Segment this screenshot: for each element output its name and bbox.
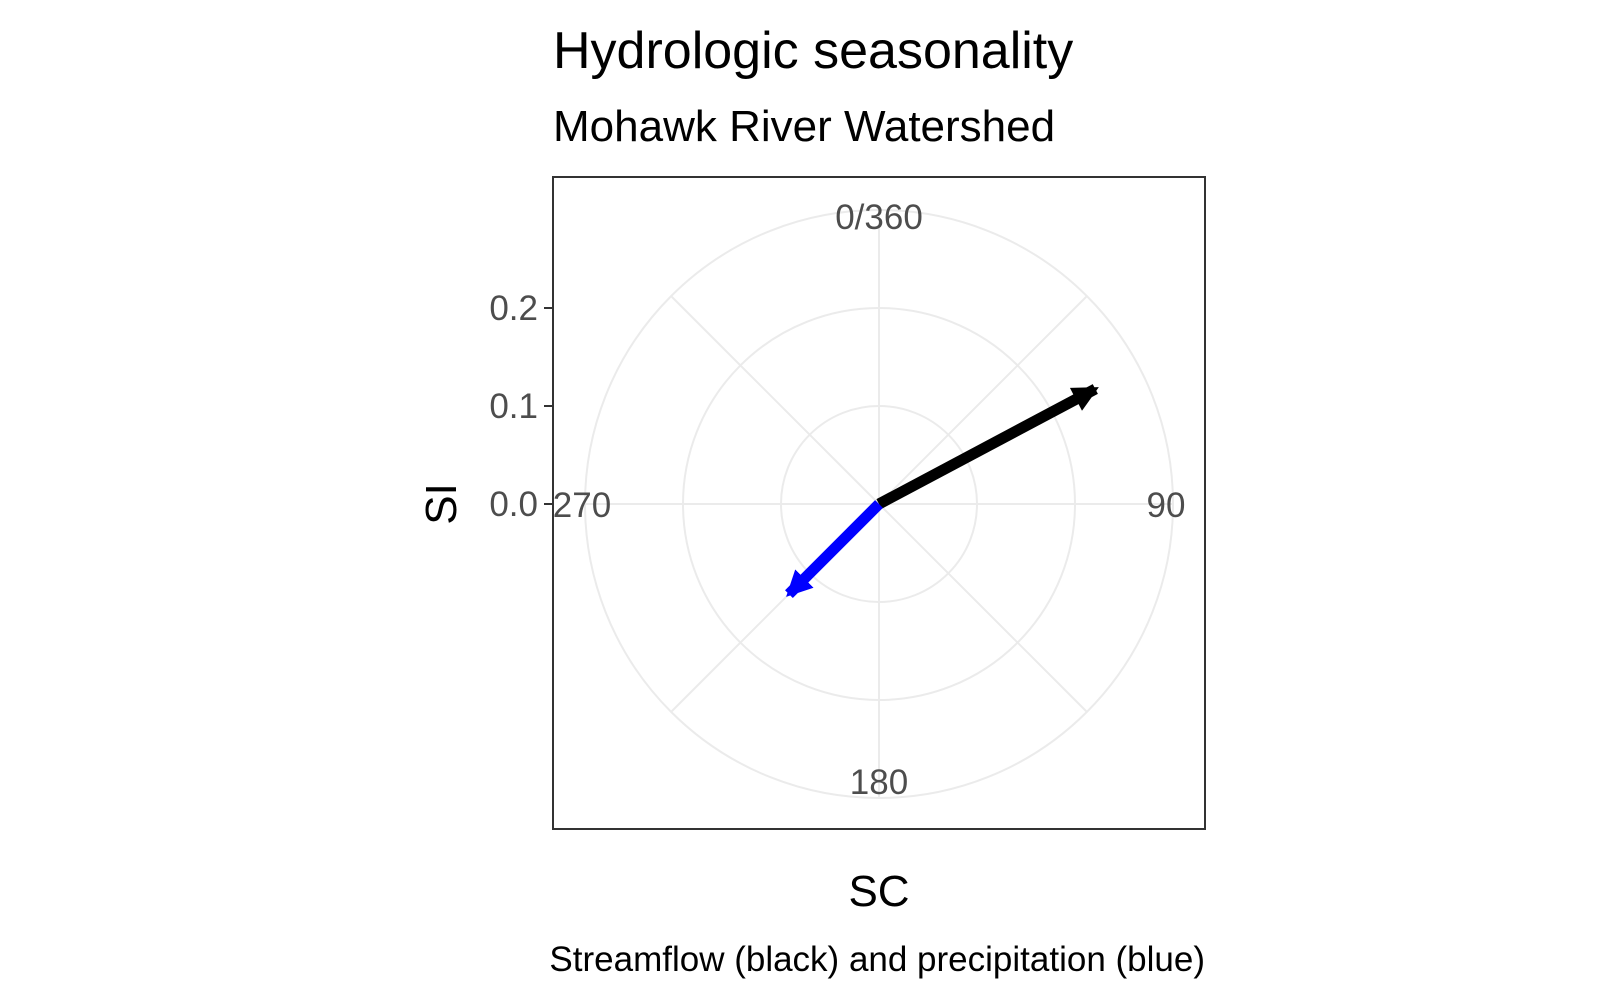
- radial-axis: 0.0 0.1 0.2: [489, 289, 553, 524]
- radial-tick-label: 0.0: [489, 485, 538, 524]
- angle-tick-label: 180: [850, 763, 908, 802]
- y-axis-label: SI: [417, 483, 466, 525]
- angle-labels: 0/360 90 180 270: [553, 198, 1186, 802]
- chart-title: Hydrologic seasonality: [553, 22, 1073, 80]
- radial-tick-label: 0.2: [489, 289, 538, 328]
- chart-caption: Streamflow (black) and precipitation (bl…: [549, 940, 1205, 979]
- grid-spoke-315: [670, 295, 880, 505]
- angle-tick-label: 90: [1147, 486, 1186, 525]
- grid-spoke-45: [878, 295, 1088, 505]
- series-arrow-2: [785, 500, 883, 598]
- grid-layer: [584, 209, 1174, 799]
- angle-tick-label: 270: [553, 486, 611, 525]
- series-arrow-1: [876, 384, 1099, 509]
- x-axis-label: SC: [848, 867, 909, 916]
- chart-subtitle: Mohawk River Watershed: [553, 102, 1055, 151]
- angle-tick-label: 0/360: [835, 198, 923, 237]
- grid-spoke-135: [878, 503, 1088, 713]
- series-layer: [785, 384, 1099, 598]
- radial-tick-label: 0.1: [489, 387, 538, 426]
